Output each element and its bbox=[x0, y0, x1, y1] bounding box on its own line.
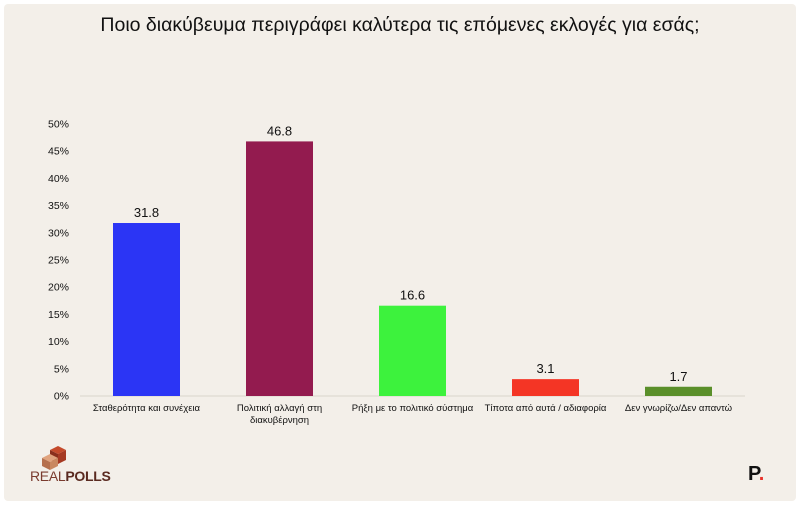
x-tick-label: Ρήξη με το πολιτικό σύστημα bbox=[352, 403, 474, 414]
brand-mark: P. bbox=[748, 463, 765, 485]
realpolls-logo-icon bbox=[42, 446, 66, 470]
y-tick-label: 40% bbox=[48, 173, 69, 185]
data-label: 3.1 bbox=[536, 361, 554, 376]
bar bbox=[113, 223, 180, 396]
y-tick-label: 20% bbox=[48, 282, 69, 294]
x-tick-label: Σταθερότητα και συνέχεια bbox=[93, 403, 201, 414]
x-tick-label: Πολιτική αλλαγή στη διακυβέρνηση bbox=[237, 403, 322, 426]
y-tick-label: 30% bbox=[48, 227, 69, 239]
x-tick-label: Δεν γνωρίζω/Δεν απαντώ bbox=[625, 403, 733, 414]
chart-title: Ποιο διακύβευμα περιγράφει καλύτερα τις … bbox=[100, 14, 700, 36]
data-label: 46.8 bbox=[267, 123, 292, 138]
bar bbox=[512, 379, 579, 396]
y-tick-label: 50% bbox=[48, 119, 69, 131]
realpolls-logo-text: REALPOLLS bbox=[30, 468, 111, 484]
y-tick-label: 25% bbox=[48, 255, 69, 267]
bar bbox=[645, 386, 712, 396]
y-tick-label: 35% bbox=[48, 200, 69, 212]
y-tick-label: 0% bbox=[54, 391, 69, 403]
x-tick-label: Τίποτα από αυτά / αδιαφορία bbox=[485, 403, 607, 414]
data-label: 16.6 bbox=[400, 288, 425, 303]
y-tick-label: 45% bbox=[48, 146, 69, 158]
y-tick-label: 10% bbox=[48, 336, 69, 348]
data-label: 31.8 bbox=[134, 205, 159, 220]
data-label: 1.7 bbox=[669, 369, 687, 384]
y-tick-label: 5% bbox=[54, 363, 69, 375]
bar bbox=[379, 305, 446, 396]
y-tick-label: 15% bbox=[48, 309, 69, 321]
bar bbox=[246, 141, 313, 396]
